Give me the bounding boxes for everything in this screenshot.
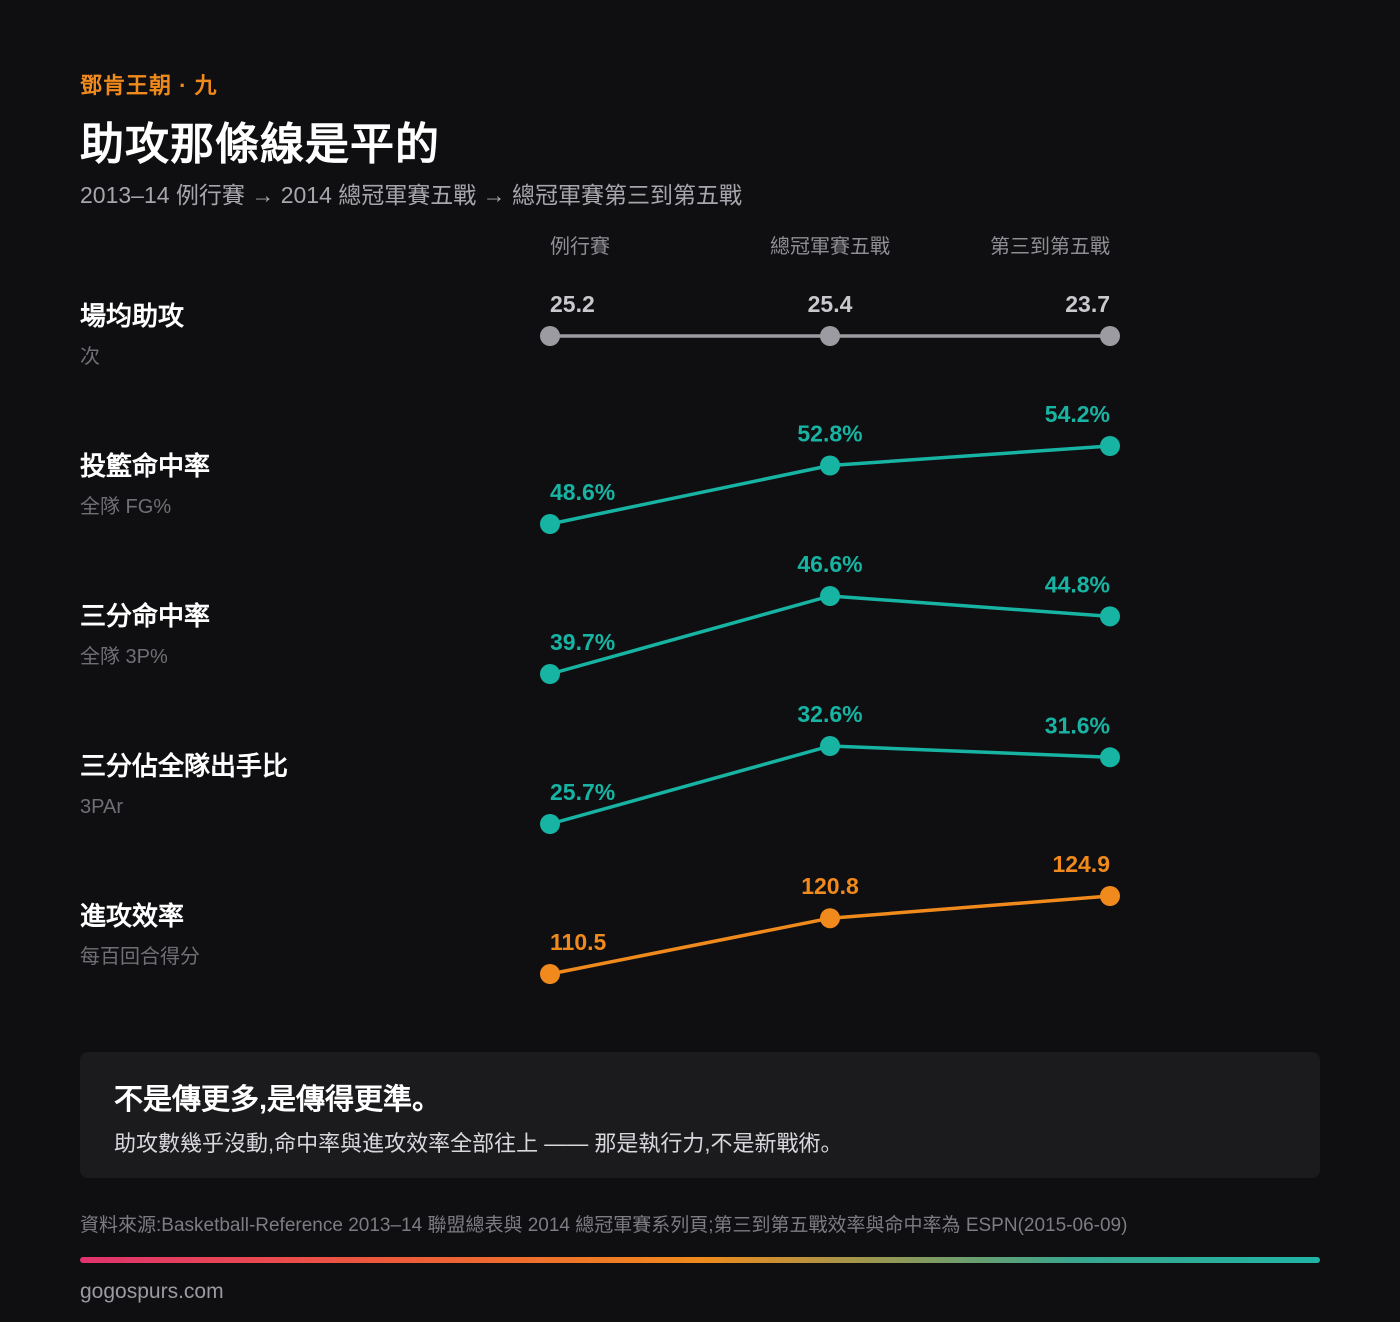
data-label-3-1: 32.6% — [797, 701, 862, 727]
row-sublabel-0: 次 — [80, 345, 100, 368]
source-note: 資料來源:Basketball-Reference 2013–14 聯盟總表與 … — [80, 1215, 1128, 1236]
series-line-4 — [548, 894, 1112, 976]
data-label-2-1: 46.6% — [797, 551, 862, 577]
page-subtitle: 2013–14 例行賽 → 2014 總冠軍賽五戰 → 總冠軍賽第三到第五戰 — [80, 182, 743, 208]
row-label-4: 進攻效率 — [80, 901, 184, 931]
row-label-2: 三分命中率 — [80, 601, 210, 631]
row-sublabel-1: 全隊 FG% — [80, 495, 171, 518]
data-label-3-0: 25.7% — [550, 779, 615, 805]
data-point-1-1 — [820, 455, 840, 476]
callout-body: 助攻數幾乎沒動,命中率與進攻效率全部往上 —— 那是執行力,不是新戰術。 — [114, 1131, 843, 1156]
data-point-1-0 — [540, 514, 560, 534]
data-point-0-0 — [540, 326, 560, 346]
data-point-0-1 — [820, 326, 840, 346]
data-point-4-1 — [820, 908, 840, 929]
data-label-4-1: 120.8 — [801, 873, 859, 899]
data-label-2-0: 39.7% — [550, 629, 615, 655]
data-label-3-2: 31.6% — [1045, 712, 1110, 738]
data-label-4-2: 124.9 — [1052, 851, 1110, 877]
series-kicker: 鄧肯王朝 · 九 — [80, 73, 218, 98]
data-point-4-2 — [1100, 886, 1120, 906]
row-label-0: 場均助攻 — [80, 301, 185, 331]
data-point-1-2 — [1100, 436, 1120, 456]
row-sublabel-4: 每百回合得分 — [80, 945, 200, 968]
data-point-3-0 — [540, 814, 560, 834]
data-label-0-1: 25.4 — [808, 291, 853, 317]
column-header-0: 例行賽 — [550, 235, 610, 258]
data-point-0-2 — [1100, 326, 1120, 346]
series-line-3 — [548, 744, 1112, 826]
data-label-1-2: 54.2% — [1045, 401, 1110, 427]
callout-headline: 不是傳更多,是傳得更準。 — [114, 1084, 442, 1116]
series-line-2 — [548, 594, 1112, 676]
callout-box: 不是傳更多,是傳得更準。 助攻數幾乎沒動,命中率與進攻效率全部往上 —— 那是執… — [80, 1052, 1320, 1178]
data-point-4-0 — [540, 964, 560, 984]
data-point-2-1 — [820, 586, 840, 606]
row-label-3: 三分佔全隊出手比 — [80, 751, 288, 781]
data-label-1-0: 48.6% — [550, 479, 615, 505]
row-label-1: 投籃命中率 — [80, 451, 210, 481]
data-point-3-2 — [1100, 747, 1120, 768]
data-label-1-1: 52.8% — [797, 421, 862, 447]
row-sublabel-3: 3PAr — [80, 796, 123, 818]
data-point-3-1 — [820, 736, 840, 756]
data-label-0-2: 23.7 — [1065, 291, 1110, 317]
gradient-divider — [80, 1257, 1320, 1263]
column-header-1: 總冠軍賽五戰 — [770, 235, 890, 258]
data-label-0-0: 25.2 — [550, 291, 595, 317]
page-title: 助攻那條線是平的 — [80, 120, 440, 169]
row-sublabel-2: 全隊 3P% — [80, 645, 168, 668]
data-label-2-2: 44.8% — [1045, 571, 1110, 597]
data-label-4-0: 110.5 — [550, 929, 606, 955]
footer-site: gogospurs.com — [80, 1280, 224, 1303]
data-point-2-0 — [540, 664, 560, 684]
data-point-2-2 — [1100, 606, 1120, 627]
column-header-2: 第三到第五戰 — [990, 235, 1110, 258]
